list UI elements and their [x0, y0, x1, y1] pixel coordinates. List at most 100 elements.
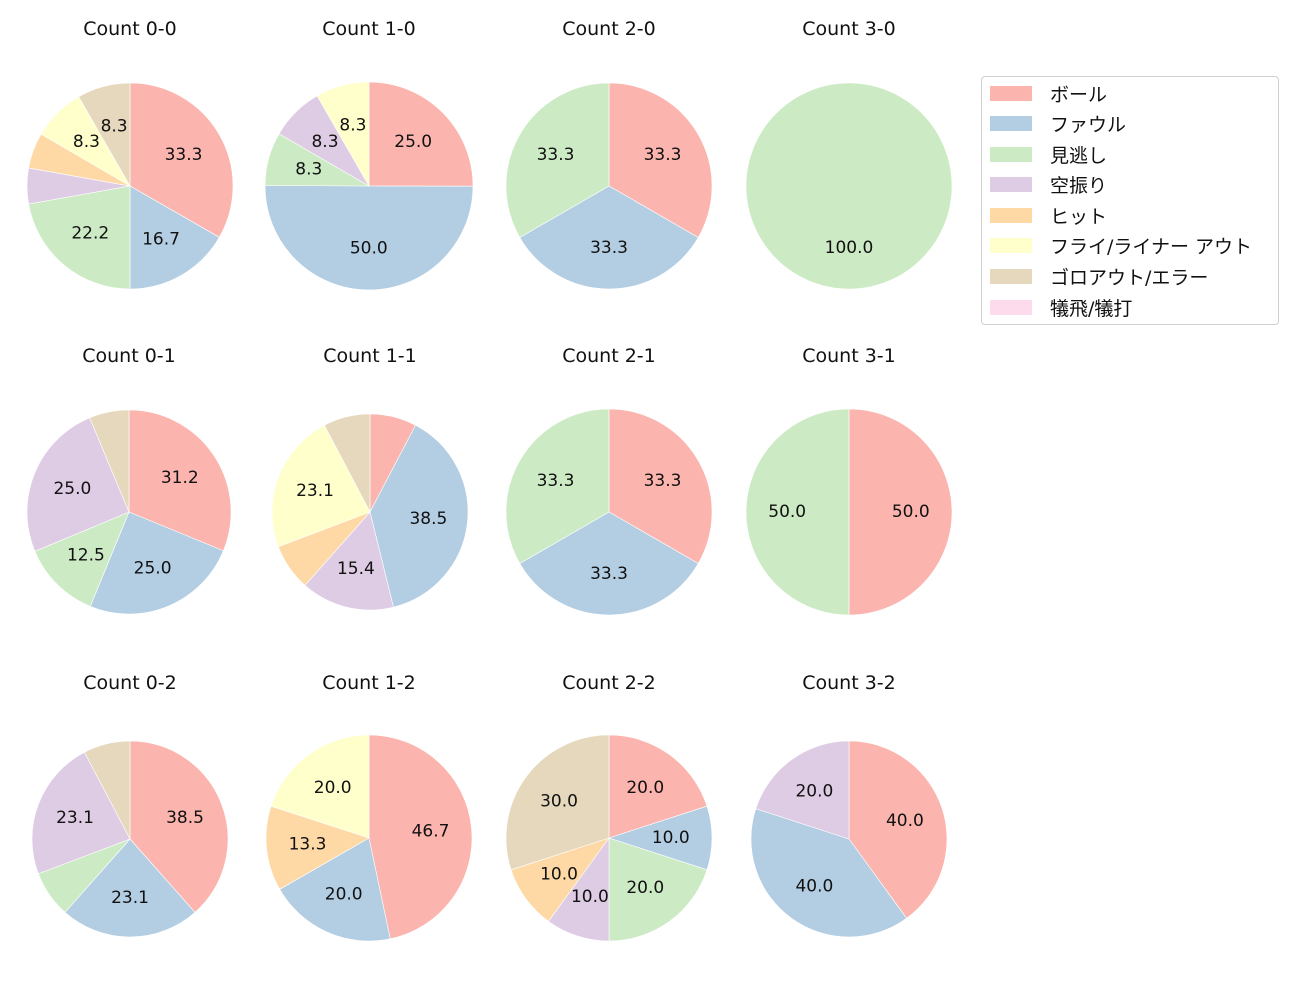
slice-value-label: 38.5	[409, 509, 447, 529]
pie-slice	[270, 734, 370, 839]
pie-slice	[129, 740, 229, 913]
slice-value-label: 25.0	[134, 559, 172, 579]
pie-slice	[608, 734, 708, 839]
pie-title: Count 0-2	[83, 672, 177, 694]
pie-slice	[84, 740, 131, 840]
pie-slice	[31, 751, 131, 875]
slice-value-label: 33.3	[644, 471, 682, 491]
pie-slice	[848, 740, 948, 919]
pie-slice	[369, 424, 469, 608]
legend-item-foul: ファウル	[990, 110, 1126, 136]
pie-title: Count 3-0	[802, 18, 896, 40]
pie-slice	[368, 734, 473, 940]
slice-value-label: 23.1	[56, 808, 94, 828]
slice-value-label: 8.3	[101, 116, 128, 136]
slice-value-label: 20.0	[795, 781, 833, 801]
pie-slice	[89, 511, 224, 615]
pie-slice	[505, 408, 610, 564]
slice-value-label: 16.7	[142, 230, 180, 250]
slice-value-label: 33.3	[644, 145, 682, 165]
legend-swatch	[990, 85, 1032, 101]
legend-label: 見逃し	[1050, 144, 1108, 167]
pie-slice	[745, 408, 850, 616]
pie-count-2-1: Count 2-1 33.3 33.3 33.3	[505, 345, 713, 616]
legend-swatch	[990, 146, 1032, 162]
legend-swatch	[990, 115, 1032, 131]
slice-value-label: 10.0	[652, 828, 690, 848]
pie-count-3-2: Count 3-2 40.0 40.0 20.0	[750, 672, 948, 938]
slice-value-label: 25.0	[53, 479, 91, 499]
pie-slice	[78, 82, 131, 188]
slice-value-label: 50.0	[350, 238, 388, 258]
slice-value-label: 31.2	[161, 468, 199, 488]
pie-slice	[304, 511, 394, 611]
pie-slice	[608, 408, 713, 564]
pie-count-0-0: Count 0-0 33.3 16.7 22.2 8.38.3	[26, 18, 234, 290]
pie-slice	[129, 185, 220, 290]
pie-count-2-0: Count 2-0 33.3 33.3 33.3	[505, 18, 713, 290]
legend-item-swinging-strike: 空振り	[990, 171, 1107, 197]
slice-value-label: 40.0	[795, 877, 833, 897]
pie-slice	[271, 424, 371, 548]
pie-count-3-0: Count 3-0 100.0	[745, 18, 953, 290]
pie-slice	[608, 82, 713, 238]
pie-slice	[64, 838, 196, 938]
pie-title: Count 1-2	[322, 672, 416, 694]
legend-item-called-strike: 見逃し	[990, 141, 1107, 167]
pie-title: Count 1-1	[323, 345, 417, 367]
slice-value-label: 8.3	[339, 116, 366, 136]
pie-title: Count 0-1	[82, 345, 176, 367]
slice-value-label: 10.0	[540, 864, 578, 884]
pie-slice	[34, 511, 130, 607]
pie-slice	[324, 413, 371, 513]
slice-value-label: 23.1	[296, 481, 334, 501]
legend-label: ボール	[1050, 83, 1108, 106]
slice-value-label: 40.0	[886, 811, 924, 831]
slice-value-label: 38.5	[166, 808, 204, 828]
slice-value-label: 23.1	[111, 888, 149, 908]
pie-count-1-0: Count 1-025.050.08.38.38.3	[264, 18, 474, 291]
legend-item-sacrifice: 犠飛/犠打	[990, 294, 1132, 320]
slice-value-label: 30.0	[540, 792, 578, 812]
pie-slice	[316, 81, 370, 188]
slice-value-label: 33.3	[165, 145, 203, 165]
pie-title: Count 3-1	[802, 345, 896, 367]
pie-count-2-2: Count 2-2 20.0 10.0 20.0 10.0 10.0 30.0	[505, 672, 713, 942]
pie-slice	[608, 837, 708, 942]
slice-value-label: 33.3	[590, 564, 628, 584]
slice-value-label: 33.3	[590, 238, 628, 258]
pie-count-1-1: Count 1-1 38.5 15.4 23.1	[271, 345, 469, 611]
slice-value-label: 46.7	[412, 822, 450, 842]
legend-swatch	[990, 207, 1032, 223]
legend: ボール ファウル 見逃し 空振り ヒット フライ/ライナー アウト ゴロアウト/…	[981, 76, 1279, 325]
legend-swatch	[990, 299, 1032, 315]
pie-slice	[745, 82, 953, 290]
slice-value-label: 33.3	[537, 471, 575, 491]
pie-count-3-1: Count 3-1 50.0 50.0	[745, 345, 953, 616]
pie-count-0-2: Count 0-2 38.5 23.1 23.1	[31, 672, 229, 938]
pie-title: Count 2-2	[562, 672, 656, 694]
legend-swatch	[990, 268, 1032, 284]
pie-slice	[505, 734, 610, 871]
pie-count-0-1: Count 0-1 31.2 25.0 12.5 25.0	[26, 345, 232, 615]
slice-value-label: 20.0	[626, 878, 664, 898]
legend-label: ゴロアウト/エラー	[1050, 266, 1209, 289]
slice-value-label: 8.3	[295, 160, 322, 180]
pie-slice	[368, 81, 474, 187]
legend-item-ball: ボール	[990, 80, 1107, 106]
pie-title: Count 3-2	[802, 672, 896, 694]
slice-value-label: 50.0	[768, 502, 806, 522]
legend-item-hit: ヒット	[990, 202, 1107, 228]
slice-value-label: 12.5	[67, 545, 105, 565]
pie-title: Count 2-0	[562, 18, 656, 40]
legend-item-fly-liner-out: フライ/ライナー アウト	[990, 232, 1252, 258]
pie-slice	[264, 185, 474, 291]
slice-value-label: 33.3	[537, 145, 575, 165]
legend-swatch	[990, 237, 1032, 253]
slice-value-label: 20.0	[314, 778, 352, 798]
slice-value-label: 25.0	[394, 132, 432, 152]
pie-slice	[89, 409, 130, 513]
slice-value-label: 22.2	[71, 223, 109, 243]
pie-title: Count 2-1	[562, 345, 656, 367]
